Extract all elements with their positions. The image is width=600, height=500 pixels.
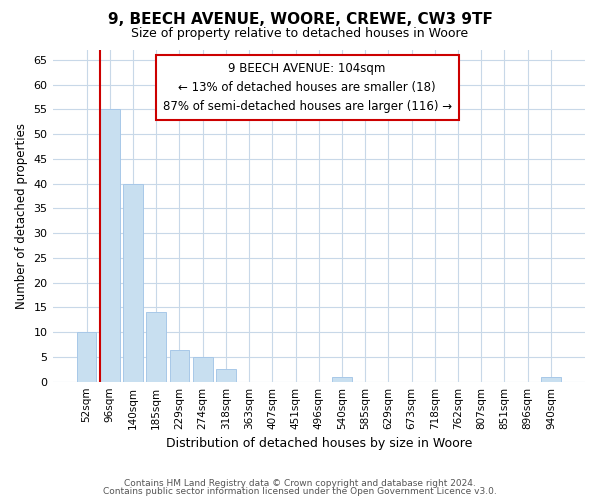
Text: Contains HM Land Registry data © Crown copyright and database right 2024.: Contains HM Land Registry data © Crown c… (124, 478, 476, 488)
Bar (77, 332, 97, 382)
Text: Contains public sector information licensed under the Open Government Licence v3: Contains public sector information licen… (103, 487, 497, 496)
Bar (146, 312, 166, 382)
Bar (216, 370, 236, 382)
X-axis label: Distribution of detached houses by size in Woore: Distribution of detached houses by size … (166, 437, 472, 450)
Bar (332, 376, 352, 382)
Text: 9, BEECH AVENUE, WOORE, CREWE, CW3 9TF: 9, BEECH AVENUE, WOORE, CREWE, CW3 9TF (107, 12, 493, 28)
Bar (170, 350, 190, 382)
Bar (541, 376, 561, 382)
Text: Size of property relative to detached houses in Woore: Size of property relative to detached ho… (131, 28, 469, 40)
Text: 9 BEECH AVENUE: 104sqm
← 13% of detached houses are smaller (18)
87% of semi-det: 9 BEECH AVENUE: 104sqm ← 13% of detached… (163, 62, 452, 114)
Bar (123, 184, 143, 382)
Bar (100, 110, 119, 382)
Y-axis label: Number of detached properties: Number of detached properties (15, 123, 28, 309)
Bar (193, 357, 212, 382)
